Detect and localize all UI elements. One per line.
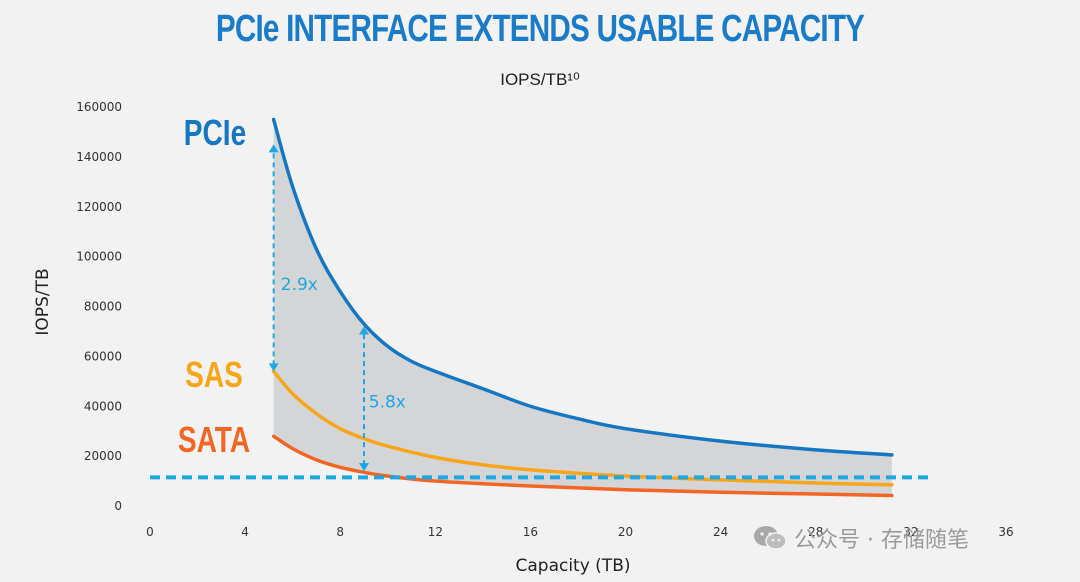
watermark: 公众号 · 存储随笔 <box>752 522 969 554</box>
series-label-sas: SAS <box>185 355 243 395</box>
series-line-sas <box>271 369 894 487</box>
x-tick-label: 32 <box>903 525 918 539</box>
wechat-icon <box>754 526 787 550</box>
x-tick-label: 12 <box>428 525 443 539</box>
watermark-text: 公众号 · 存储随笔 <box>794 528 969 553</box>
y-axis-title: IOPS/TB <box>33 268 53 335</box>
y-tick-label: 80000 <box>84 300 122 314</box>
x-tick-label: 20 <box>618 525 633 539</box>
annotation-arrow-head-down <box>359 463 369 472</box>
annotation-label: 2.9x <box>281 275 318 295</box>
x-tick-label: 0 <box>146 525 154 539</box>
annotation-arrow-head-down <box>268 363 279 372</box>
y-tick-label: 60000 <box>84 349 122 363</box>
y-axis-ticks: 0 20000 40000 60000 80000 100000 120000 140000 1… <box>76 100 122 513</box>
series-layer: PCIe SAS SATA <box>178 113 894 498</box>
x-axis-title: Capacity (TB) <box>515 556 630 576</box>
series-label-pcie: PCIe <box>184 113 246 153</box>
series-line-sata <box>271 434 894 498</box>
page-title: PCIe INTERFACE EXTENDS USABLE CAPACITY <box>215 8 865 50</box>
shaded-gap-area <box>273 119 892 496</box>
x-tick-label: 16 <box>523 525 538 539</box>
annotation-layer: 2.9x 5.8x <box>150 144 930 480</box>
x-tick-label: 36 <box>998 525 1013 539</box>
y-tick-label: 100000 <box>76 250 122 264</box>
series-label-sata: SATA <box>178 420 250 460</box>
x-tick-label: 4 <box>241 525 249 539</box>
y-tick-label: 160000 <box>76 100 122 114</box>
series-line-pcie <box>271 117 894 457</box>
chart-subtitle: IOPS/TB¹⁰ <box>500 70 580 89</box>
y-tick-label: 20000 <box>84 449 122 463</box>
x-tick-label: 28 <box>808 525 823 539</box>
plot-area <box>273 119 892 496</box>
x-tick-label: 24 <box>713 525 728 539</box>
y-tick-label: 0 <box>114 499 122 513</box>
y-tick-label: 120000 <box>76 200 122 214</box>
annotation-arrow-head-up <box>359 326 369 335</box>
x-axis-ticks: 0 4 8 12 16 20 24 28 32 36 <box>146 525 1013 539</box>
annotation-label: 5.8x <box>369 392 406 412</box>
y-tick-label: 140000 <box>76 150 122 164</box>
y-tick-label: 40000 <box>84 399 122 413</box>
x-tick-label: 8 <box>336 525 344 539</box>
annotation-arrow-head-up <box>268 144 279 153</box>
